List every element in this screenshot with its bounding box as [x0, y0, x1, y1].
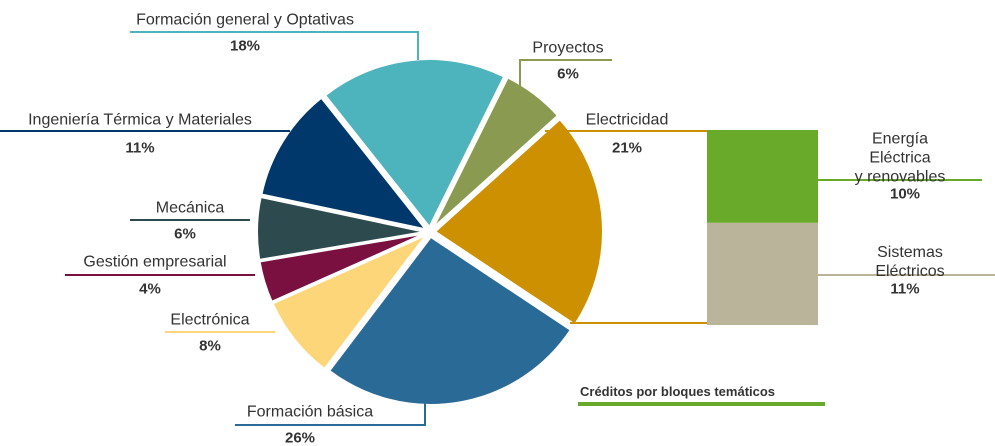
slice-label: Electricidad	[585, 111, 669, 129]
bar-segment	[707, 130, 818, 223]
pie-slice	[433, 117, 604, 326]
bar-label: Energía Eléctrica y renovables	[854, 130, 946, 186]
pie-slice	[256, 195, 426, 262]
leader-line	[519, 59, 612, 95]
bar-segment	[707, 222, 818, 325]
pie-slice	[258, 232, 426, 304]
slice-value: 26%	[284, 429, 316, 446]
slice-label: Formación básica	[246, 403, 374, 421]
slice-value: 6%	[174, 225, 196, 243]
bar-value: 11%	[890, 280, 920, 298]
slice-value: 21%	[611, 139, 643, 157]
slice-label: Proyectos	[532, 39, 604, 57]
leader-line	[130, 31, 419, 60]
leader-line	[235, 395, 426, 426]
slice-label: Mecánica	[155, 199, 225, 217]
pie-slice	[260, 96, 429, 231]
slice-label: Gestión empresarial	[83, 253, 227, 271]
pie-slice	[327, 235, 573, 406]
slice-value: 11%	[125, 139, 155, 157]
pie-slice	[432, 76, 560, 229]
slice-label: Formación general y Optativas	[136, 11, 354, 29]
slice-value: 18%	[229, 37, 261, 55]
slice-label: Electrónica	[170, 311, 250, 329]
slice-value: 4%	[139, 280, 161, 298]
chart-title: Créditos por bloques temáticos	[580, 384, 776, 399]
slice-value: 8%	[199, 337, 221, 355]
pie-slice	[271, 234, 427, 371]
slice-label: Ingeniería Térmica y Materiales	[28, 111, 252, 129]
pie-slice	[323, 58, 506, 229]
bar-label: Sistemas Eléctricos	[875, 244, 945, 280]
slice-value: 6%	[557, 65, 579, 83]
bar-value: 10%	[889, 185, 921, 203]
